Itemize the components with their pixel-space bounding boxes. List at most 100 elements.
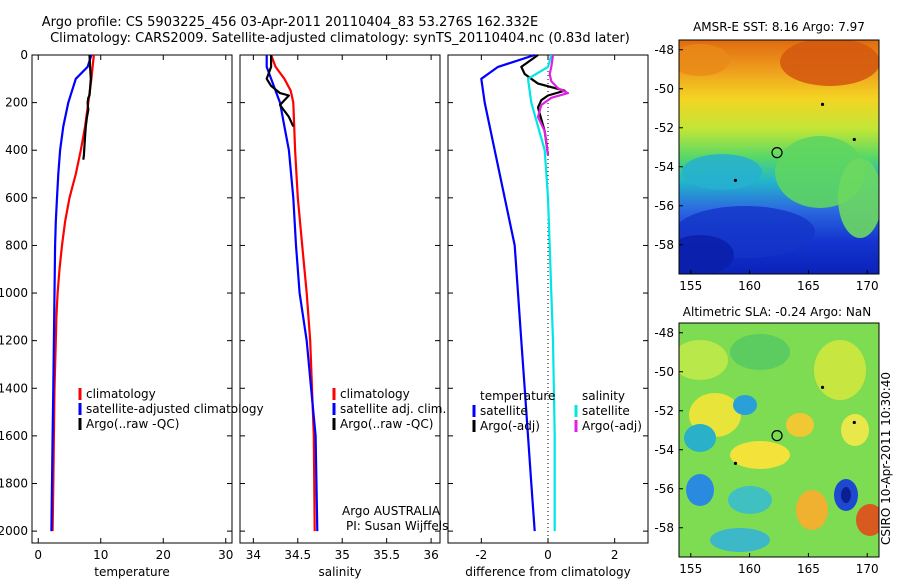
island-mark [852, 420, 856, 425]
series-line-climatology [51, 54, 95, 532]
owner-line1: Argo AUSTRALIA [342, 504, 441, 518]
legend-label: climatology [86, 387, 156, 401]
map-x-tick-label: 165 [797, 279, 820, 293]
sst-green-patch [838, 158, 879, 238]
sst-cyan-patch [682, 154, 762, 190]
sla-patch [684, 424, 716, 452]
map-y-tick-label: -54 [654, 443, 674, 457]
salinity-panel: 34 34.5 35 35.5 36 salinity climatologysatelli… [239, 54, 446, 579]
x-tick-label: 10 [93, 548, 108, 562]
y-tick-label: 1800 [0, 476, 28, 490]
series-line-salinity-argo-adj- [536, 54, 570, 156]
map-x-tick-label: 165 [797, 562, 820, 576]
x-tick-label: 36 [423, 548, 438, 562]
sla-patch [730, 334, 790, 370]
legend-label: climatology [340, 387, 410, 401]
argo-float-marker [771, 147, 783, 159]
map-x-tick-label: 170 [856, 279, 879, 293]
series-line-climatology [270, 54, 316, 532]
legend-header-temperature: temperature [480, 389, 555, 403]
sla-patch [796, 490, 828, 530]
map-x-tick-label: 155 [679, 562, 702, 576]
sla-patch [841, 487, 851, 503]
sla-patch [679, 340, 728, 380]
y-tick-label: 2000 [0, 524, 28, 538]
sst-map [679, 40, 879, 274]
legend-label: satellite [582, 404, 630, 418]
series-line-temperature-argo-adj- [520, 54, 566, 156]
series-line-satellite-adjusted-climatology [50, 54, 93, 532]
legend-label: satellite adj. clim. [340, 402, 446, 416]
owner-line2: PI: Susan Wijffels [346, 519, 448, 533]
x-tick-label: 35.5 [373, 548, 400, 562]
x-axis-label: temperature [94, 565, 169, 579]
legend-header-salinity: salinity [582, 389, 625, 403]
island-mark [733, 461, 738, 465]
x-tick-label: 34 [246, 548, 261, 562]
sla-map-axes: 155 160 165 170 -48 -50 -52 -54 -56 -58 [654, 322, 880, 576]
difference-panel: -2 0 2 difference from climatology temperatu… [447, 53, 649, 579]
map-y-tick-label: -58 [654, 238, 674, 252]
map-y-tick-label: -54 [654, 160, 674, 174]
map-x-tick-label: 160 [738, 562, 761, 576]
island-mark [820, 102, 825, 106]
map-x-tick-label: 155 [679, 279, 702, 293]
y-tick-label: 1200 [0, 334, 28, 348]
y-tick-label: 200 [5, 96, 28, 110]
map-y-tick-label: -52 [654, 404, 674, 418]
axes-frame [31, 54, 233, 544]
x-axis-label: difference from climatology [465, 565, 631, 579]
sla-patch [728, 486, 772, 514]
island-mark [852, 137, 856, 142]
series-line-argo-raw-qc- [265, 55, 295, 127]
series-line-satellite-adj-clim- [265, 55, 319, 532]
x-tick-label: 34.5 [284, 548, 311, 562]
map-y-tick-label: -48 [654, 43, 674, 57]
x-tick-label: 0 [34, 548, 42, 562]
legend-label: Argo(..raw -QC) [340, 417, 433, 431]
x-tick-label: -2 [475, 548, 487, 562]
map-y-tick-label: -52 [654, 121, 674, 135]
x-tick-label: 2 [611, 548, 619, 562]
y-tick-label: 0 [20, 48, 28, 62]
series-line-argo-raw-qc- [82, 54, 92, 160]
legend-label: satellite-adjusted climatology [86, 402, 264, 416]
y-tick-label: 1000 [0, 286, 28, 300]
sla-patch [730, 441, 790, 469]
x-tick-label: 20 [156, 548, 171, 562]
sla-patch [786, 413, 814, 437]
map-y-tick-label: -50 [654, 365, 674, 379]
temperature-panel: 0 10 20 30 0 200 400 600 800 1000 1200 1400 1600 1800… [0, 48, 264, 579]
sst-warm-patch [780, 40, 879, 86]
sst-cold-patch [679, 235, 734, 274]
y-tick-label: 800 [5, 238, 28, 252]
sla-patch [856, 504, 879, 536]
sla-patch [686, 474, 714, 506]
sla-map [679, 323, 879, 557]
legend-label: Argo(-adj) [480, 419, 540, 433]
sla-patch [841, 414, 869, 446]
map-frame [678, 39, 880, 275]
legend-label: Argo(..raw -QC) [86, 417, 179, 431]
map-x-tick-label: 160 [738, 279, 761, 293]
map-y-tick-label: -50 [654, 82, 674, 96]
y-tick-label: 400 [5, 143, 28, 157]
argo-float-marker [771, 430, 783, 442]
map-y-tick-label: -48 [654, 326, 674, 340]
y-tick-label: 1400 [0, 381, 28, 395]
legend-label: Argo(-adj) [582, 419, 642, 433]
legend-label: satellite [480, 404, 528, 418]
island-mark [820, 385, 825, 389]
map-y-tick-label: -58 [654, 521, 674, 535]
sst-map-axes: 155 160 165 170 -48 -50 -52 -54 -56 -58 [654, 39, 880, 293]
sst-warm-patch [679, 44, 730, 76]
island-mark [733, 178, 738, 182]
sla-map-title: Altimetric SLA: -0.24 Argo: NaN [683, 305, 871, 319]
y-tick-label: 1600 [0, 429, 28, 443]
sst-map-title: AMSR-E SST: 8.16 Argo: 7.97 [693, 20, 865, 34]
map-x-tick-label: 170 [856, 562, 879, 576]
figure-title-line1: Argo profile: CS 5903225_456 03-Apr-2011… [42, 15, 538, 30]
axes-frame [239, 54, 441, 544]
map-frame [678, 322, 880, 558]
